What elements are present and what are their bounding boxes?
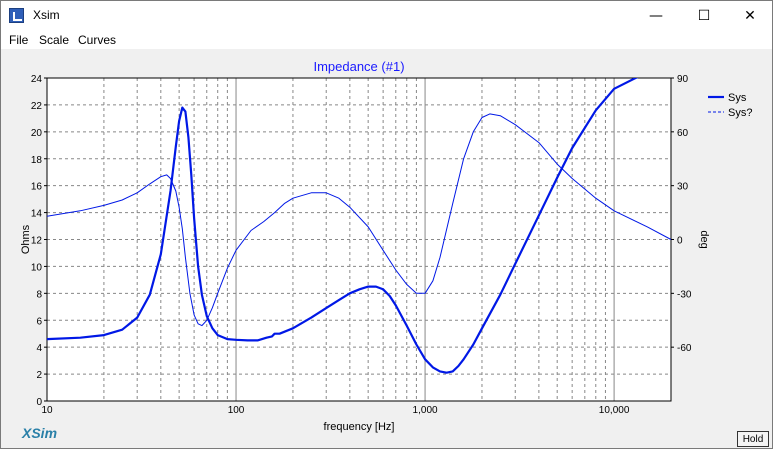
y2-tick-label: 90 — [677, 74, 689, 85]
y-tick-label: 6 — [36, 316, 42, 327]
app-icon[interactable] — [9, 8, 24, 23]
menu-scale[interactable]: Scale — [39, 33, 70, 47]
y2-tick-label: 60 — [677, 128, 689, 139]
menu-curves[interactable]: Curves — [78, 33, 117, 47]
legend-label-sys-phase: Sys? — [728, 107, 752, 119]
y-tick-label: 0 — [36, 397, 42, 408]
y-tick-label: 4 — [36, 343, 42, 354]
x-tick-label: 1,000 — [413, 405, 438, 416]
x-axis-label: frequency [Hz] — [324, 421, 395, 433]
y2-tick-label: 0 — [677, 236, 683, 247]
y-tick-label: 18 — [31, 155, 43, 166]
menu-bar: File Scale Curves — [1, 31, 772, 49]
window-title: Xsim — [33, 8, 60, 22]
y-tick-label: 10 — [31, 262, 43, 273]
title-bar[interactable]: Xsim — ☐ ✕ — [1, 1, 772, 31]
x-tick-label: 10,000 — [599, 405, 630, 416]
y2-tick-label: 30 — [677, 182, 689, 193]
y-axis-label: Ohms — [20, 224, 32, 254]
y-tick-label: 14 — [31, 209, 43, 220]
xsim-logo: XSim — [22, 425, 58, 441]
minimize-button[interactable]: — — [649, 8, 663, 24]
y-tick-label: 22 — [31, 101, 43, 112]
chart-title: Impedance (#1) — [313, 59, 404, 74]
y2-tick-label: -30 — [677, 289, 692, 300]
y-tick-label: 20 — [31, 128, 43, 139]
legend-label-sys: Sys — [728, 92, 747, 104]
menu-file[interactable]: File — [9, 33, 29, 47]
maximize-button[interactable]: ☐ — [697, 8, 711, 24]
plot-area: 0 2 4 6 8 10 12 14 16 18 20 22 24 -60 -30 0 30 60 90 10 100 1… — [1, 49, 772, 448]
series-line-sys[interactable] — [47, 65, 671, 374]
y-tick-label: 12 — [31, 236, 43, 247]
y2-axis-label: deg — [698, 230, 710, 248]
y-tick-label: 8 — [36, 289, 42, 300]
y-tick-label: 16 — [31, 182, 43, 193]
x-tick-label: 100 — [228, 405, 245, 416]
close-button[interactable]: ✕ — [744, 8, 756, 24]
hold-button[interactable]: Hold — [737, 431, 769, 447]
y-tick-label: 2 — [36, 370, 42, 381]
y2-tick-label: -60 — [677, 343, 692, 354]
y-tick-label: 24 — [31, 74, 43, 85]
series-line-sys-phase[interactable] — [47, 113, 671, 327]
x-tick-label: 10 — [41, 405, 53, 416]
